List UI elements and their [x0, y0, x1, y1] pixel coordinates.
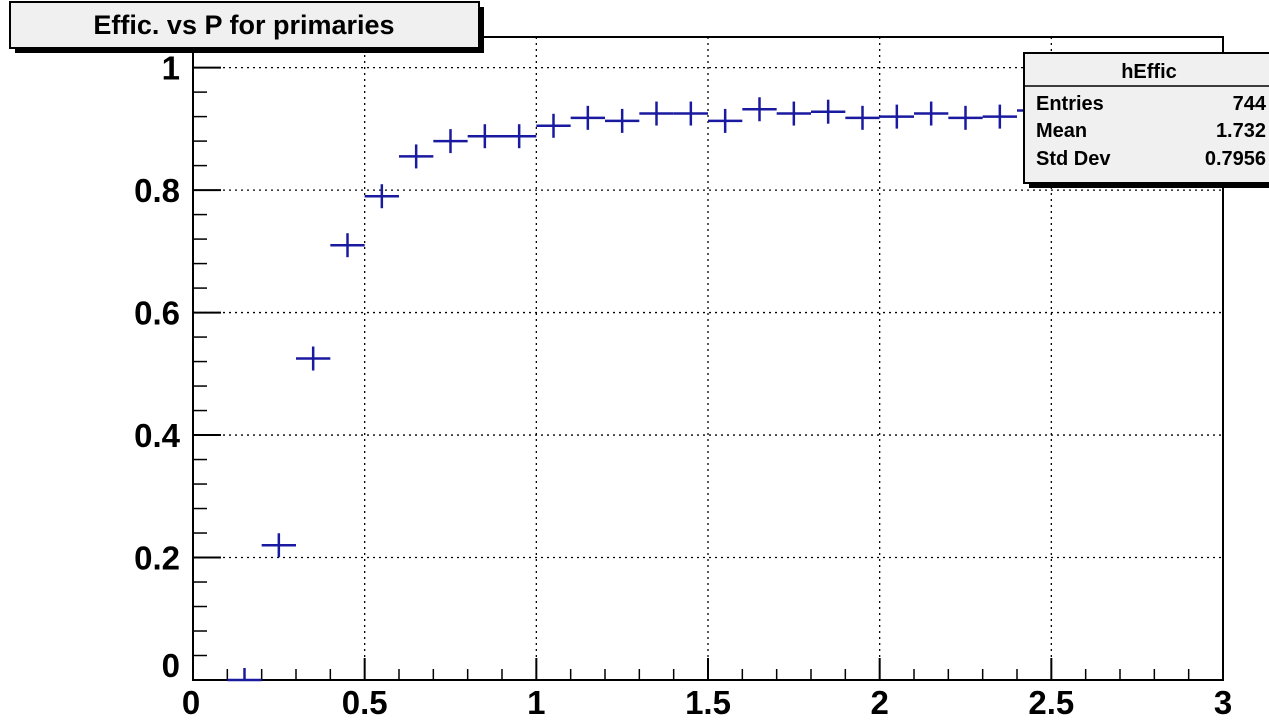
data-point: [914, 101, 949, 126]
x-tick-label: 1.5: [685, 684, 731, 721]
y-tick-label: 0: [162, 647, 180, 684]
data-point: [845, 105, 880, 130]
y-tick-label: 0.2: [134, 540, 180, 577]
data-point: [296, 346, 331, 371]
stats-entries-label: Entries: [1036, 93, 1104, 115]
data-point: [364, 184, 399, 209]
data-point: [570, 105, 605, 130]
stats-title: hEffic: [1121, 61, 1177, 83]
data-point: [639, 101, 674, 126]
data-point: [330, 233, 365, 258]
data-point: [811, 99, 846, 124]
data-point: [227, 668, 262, 682]
x-tick-label: 3: [1214, 684, 1232, 721]
data-point: [776, 101, 811, 126]
chart-title: Effic. vs P for primaries: [93, 10, 394, 40]
y-tick-label: 1: [162, 50, 180, 87]
x-tick-label: 0.5: [342, 684, 388, 721]
data-point: [982, 104, 1017, 129]
data-point: [742, 97, 777, 122]
data-point: [467, 124, 502, 149]
y-tick-label: 0.8: [134, 172, 180, 209]
y-tick-label: 0.4: [134, 417, 181, 454]
data-point: [399, 144, 434, 169]
x-tick-label: 1: [527, 684, 545, 721]
data-point: [708, 108, 743, 133]
data-point: [433, 129, 468, 154]
axis-ticks: [192, 42, 1224, 681]
x-tick-label: 2.5: [1028, 684, 1074, 721]
x-axis-tick-labels: 0 0.5 1 1.5 2 2.5 3: [182, 684, 1232, 721]
stats-mean-label: Mean: [1036, 120, 1087, 142]
stats-entries-value: 744: [1233, 93, 1267, 115]
data-point: [673, 101, 708, 126]
stats-box: hEffic Entries 744 Mean 1.732 Std Dev 0.…: [1023, 52, 1269, 188]
data-point: [879, 104, 914, 129]
stats-stddev-value: 0.7956: [1205, 148, 1266, 170]
x-tick-label: 0: [182, 684, 200, 721]
data-point: [536, 113, 571, 138]
title-box: Effic. vs P for primaries: [9, 1, 484, 53]
x-tick-label: 2: [870, 684, 888, 721]
y-axis-tick-labels: 0 0.2 0.4 0.6 0.8 1: [134, 50, 181, 684]
y-tick-label: 0.6: [134, 295, 180, 332]
stats-mean-value: 1.732: [1216, 120, 1266, 142]
data-points: [227, 97, 1052, 682]
data-point: [948, 105, 983, 130]
data-point: [605, 108, 640, 133]
data-point: [502, 124, 537, 149]
data-point: [261, 533, 296, 558]
stats-stddev-label: Std Dev: [1036, 148, 1111, 170]
